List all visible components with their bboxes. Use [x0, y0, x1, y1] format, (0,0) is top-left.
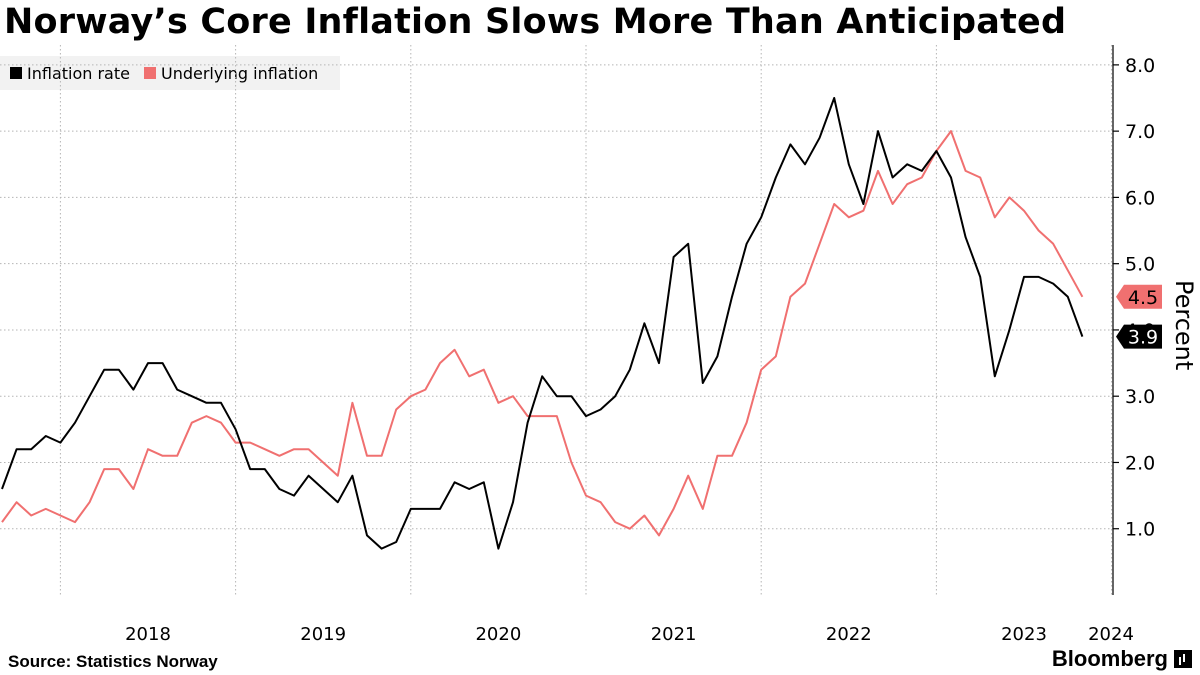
legend-label-underlying-inflation: Underlying inflation	[160, 63, 319, 83]
legend-item-inflation-rate[interactable]: Inflation rate	[10, 64, 130, 83]
y-tick-label-1.0: 1.0	[1125, 519, 1155, 541]
y-tick-label-2.0: 2.0	[1125, 452, 1155, 474]
x-tick-label-2023: 2023	[1001, 624, 1047, 645]
x-tick-label-2019: 2019	[300, 624, 346, 645]
y-tick-label-7.0: 7.0	[1125, 121, 1155, 143]
x-tick-label-2018: 2018	[125, 624, 171, 645]
x-tick-label-2024: 2024	[1088, 624, 1134, 645]
last-value-tag-inflation-rate	[1116, 324, 1162, 349]
last-value-label-underlying-inflation: 4.5	[1128, 287, 1158, 309]
legend-item-underlying-inflation[interactable]: Underlying inflation	[143, 63, 319, 83]
legend-label-inflation-rate: Inflation rate	[27, 63, 130, 83]
x-tick-label-2020: 2020	[475, 624, 521, 645]
chart-title: Norway’s Core Inflation Slows More Than …	[4, 2, 1067, 42]
source-note: Source: Statistics Norway	[8, 652, 218, 671]
y-tick-label-8.0: 8.0	[1125, 55, 1155, 77]
brand-name: Bloomberg	[1051, 646, 1168, 671]
brand-logo: Bloomberg	[1052, 646, 1192, 672]
series-line-underlying-inflation	[1, 130, 1084, 537]
bloomberg-terminal-icon	[1174, 650, 1192, 668]
last-value-tag-underlying-inflation	[1116, 284, 1162, 309]
y-tick-label-5.0: 5.0	[1125, 254, 1155, 276]
y-axis-label: Percent	[1170, 280, 1198, 370]
y-tick-label-3.0: 3.0	[1125, 386, 1155, 408]
legend-swatch-inflation-rate	[10, 67, 22, 79]
y-tick-label-6.0: 6.0	[1125, 187, 1155, 209]
legend: Inflation rate Underlying inflation	[0, 56, 340, 90]
legend-swatch-underlying-inflation	[143, 67, 156, 79]
series-line-inflation-rate	[1, 97, 1084, 550]
last-value-label-inflation-rate: 3.9	[1128, 327, 1158, 349]
x-tick-label-2022: 2022	[826, 624, 872, 645]
x-tick-label-2021: 2021	[651, 624, 697, 645]
